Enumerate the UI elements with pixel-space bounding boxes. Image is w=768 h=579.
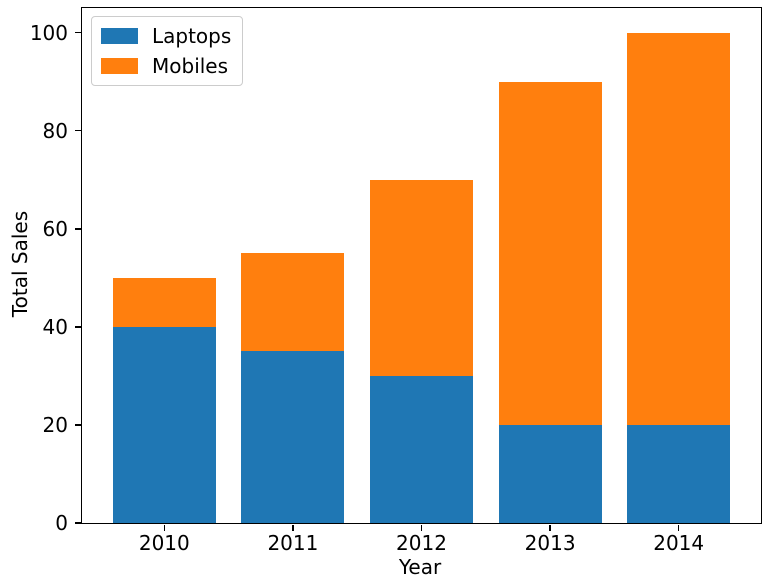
x-tick-label-2014: 2014 bbox=[653, 531, 705, 555]
x-axis-label: Year bbox=[398, 555, 442, 579]
x-tick-label-2010: 2010 bbox=[138, 531, 190, 555]
bar-2014-laptops bbox=[627, 424, 731, 523]
y-tick-label-100: 100 bbox=[29, 20, 68, 45]
plot-area: 0 20 40 60 80 100 2010 2011 2012 2013 2014 Laptops… bbox=[30, 7, 762, 553]
bar-2012-mobiles bbox=[370, 179, 473, 376]
x-tick-mark-2011 bbox=[292, 524, 294, 531]
bar-2013-mobiles bbox=[498, 81, 602, 425]
bar-2010-laptops bbox=[112, 326, 216, 523]
x-tick-mark-2012 bbox=[420, 524, 423, 531]
bar-2011-mobiles bbox=[241, 253, 345, 352]
y-tick-mark-80 bbox=[74, 129, 81, 132]
bar-2014-mobiles bbox=[627, 32, 731, 425]
x-tick-mark-2013 bbox=[549, 524, 551, 531]
legend-label-laptops: Laptops bbox=[152, 24, 232, 48]
x-tick-label-2012: 2012 bbox=[396, 531, 447, 555]
bars-layer bbox=[82, 8, 761, 523]
y-tick-label-40: 40 bbox=[42, 314, 68, 339]
y-tick-label-20: 20 bbox=[42, 412, 68, 437]
y-tick-mark-40 bbox=[74, 326, 81, 328]
legend-entry-mobiles: Mobiles bbox=[101, 55, 231, 77]
bar-2012-laptops bbox=[370, 375, 473, 523]
y-tick-label-0: 0 bbox=[55, 511, 68, 535]
legend-swatch-laptops bbox=[101, 28, 138, 44]
x-tick-mark-2014 bbox=[677, 524, 680, 531]
y-tick-mark-60 bbox=[74, 227, 81, 230]
x-tick-mark-2010 bbox=[163, 524, 166, 531]
bar-2013-laptops bbox=[498, 424, 602, 523]
bar-2010-mobiles bbox=[112, 277, 216, 327]
legend-label-mobiles: Mobiles bbox=[152, 54, 229, 78]
x-tick-label-2011: 2011 bbox=[267, 531, 319, 555]
x-tick-label-2013: 2013 bbox=[524, 531, 576, 555]
y-tick-mark-0 bbox=[74, 522, 81, 524]
y-tick-mark-20 bbox=[74, 424, 81, 426]
legend-entry-laptops: Laptops bbox=[101, 25, 231, 47]
bar-2011-laptops bbox=[241, 351, 345, 523]
legend: Laptops Mobiles bbox=[91, 16, 244, 86]
y-tick-label-60: 60 bbox=[42, 216, 68, 241]
y-tick-label-80: 80 bbox=[42, 118, 68, 143]
y-tick-mark-100 bbox=[74, 31, 81, 34]
ticks-layer: 0 20 40 60 80 100 2010 2011 2012 2013 2014 bbox=[30, 8, 761, 553]
legend-swatch-mobiles bbox=[101, 58, 138, 74]
